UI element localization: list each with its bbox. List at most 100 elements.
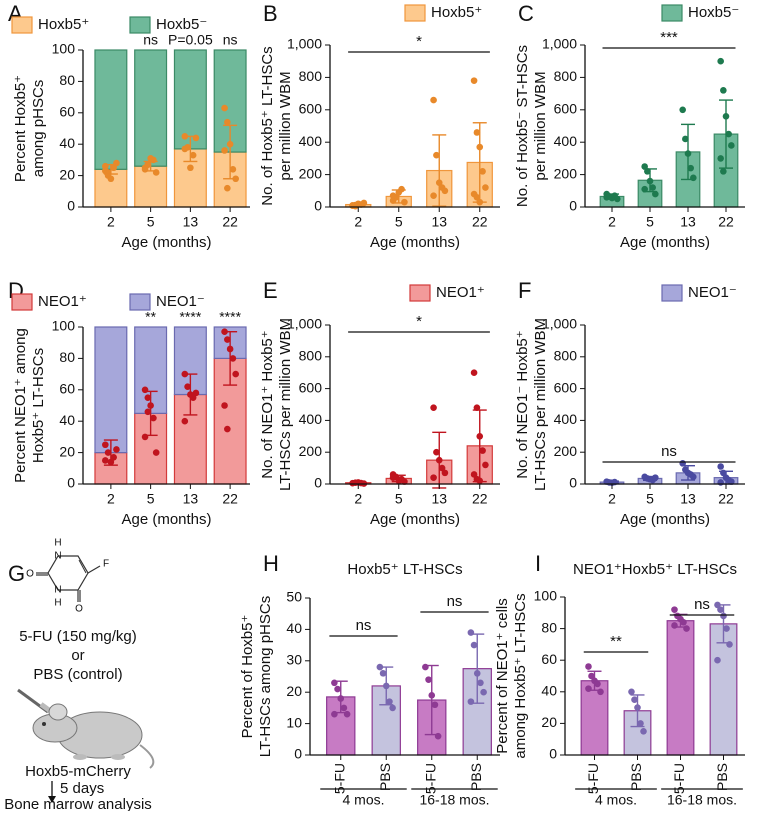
error-bar: [143, 160, 158, 172]
group-label: 4 mos.: [342, 792, 384, 808]
x-tick-label: 22: [472, 214, 488, 230]
stat-label: ****: [219, 309, 241, 325]
data-point: [184, 383, 191, 390]
data-point: [104, 449, 112, 456]
y-tick-label: 60: [541, 651, 557, 667]
x-tick-label: 13: [183, 491, 199, 507]
significance-label: ns: [356, 617, 372, 634]
x-tick-label: 5: [395, 214, 403, 230]
y-axis-label: Percent NEO1⁺ among: [12, 328, 29, 483]
data-point: [113, 159, 120, 167]
data-point: [144, 408, 152, 416]
error-bar: [643, 168, 657, 193]
x-tick-label: 13: [431, 491, 447, 507]
legend-label: Hoxb5⁻: [688, 4, 739, 21]
y-tick-label: 40: [541, 683, 557, 699]
y-tick-label: 40: [59, 412, 75, 428]
data-point: [473, 193, 481, 201]
error-bar: [470, 633, 485, 704]
y-tick-label: 0: [294, 746, 302, 762]
data-point: [430, 96, 437, 104]
error-bar: [605, 480, 619, 484]
y-tick-label: 600: [299, 101, 323, 117]
y-tick-label: 400: [299, 411, 323, 427]
data-point: [141, 433, 149, 441]
error-bar: [719, 99, 733, 169]
data-point: [224, 336, 231, 343]
error-bar: [103, 163, 118, 175]
significance-label: ns: [447, 593, 463, 610]
y-tick-label: 30: [286, 652, 302, 668]
data-point: [434, 732, 442, 740]
error-bar: [143, 390, 158, 437]
legend-swatch: [661, 4, 683, 22]
x-tick-label: 2: [107, 214, 115, 230]
x-tick-label: 5: [646, 214, 654, 230]
data-point: [229, 166, 237, 173]
error-bar: [432, 134, 447, 207]
data-point: [192, 134, 200, 142]
panel-letter: C: [518, 1, 534, 26]
data-point: [726, 641, 733, 648]
y-tick-label: 0: [569, 198, 577, 214]
significance-label: ns: [694, 596, 710, 613]
data-point: [181, 145, 189, 153]
data-point: [425, 676, 432, 683]
y-axis-label: among Hoxb5⁺ LT-HSCs: [512, 593, 529, 758]
y-axis-label: per million WBM: [277, 71, 294, 180]
stat-label: **: [145, 309, 156, 325]
readout-label: Bone marrow analysis: [4, 796, 152, 811]
data-point: [644, 168, 651, 175]
bar-segment: [94, 168, 128, 208]
data-point: [379, 670, 387, 677]
group-label: 16-18 mos.: [667, 792, 737, 808]
y-tick-label: 100: [52, 318, 76, 334]
data-point: [331, 710, 338, 718]
error-bar: [673, 613, 688, 628]
y-tick-label: 60: [59, 104, 75, 120]
data-point: [628, 688, 635, 696]
data-point: [473, 129, 481, 136]
data-point: [470, 369, 478, 377]
y-axis-label: No. of NEO1⁺ Hoxb5⁺: [259, 330, 276, 478]
x-tick-label: 22: [718, 214, 734, 230]
x-tick-label: 13: [183, 214, 199, 230]
stat-label: ns: [223, 32, 238, 48]
bar: [666, 620, 695, 756]
x-tick-label: 22: [222, 214, 238, 230]
data-point: [430, 192, 437, 199]
y-tick-label: 20: [59, 443, 75, 459]
bar-segment: [173, 49, 207, 150]
error-bar: [379, 666, 394, 706]
panel: I 0 20 40 60 80 100 Percent of NEO1⁺ cells among…: [494, 551, 745, 808]
y-axis-label: LT-HSCs per million WBM: [277, 318, 294, 491]
y-tick-label: 10: [286, 714, 302, 730]
data-point: [232, 370, 239, 378]
bar-segment: [94, 49, 128, 170]
data-point: [482, 461, 489, 469]
data-point: [441, 469, 449, 477]
data-point: [150, 414, 157, 422]
panel-letter: E: [263, 278, 278, 303]
x-tick-label: 5-FU: [671, 763, 687, 794]
error-bar: [716, 604, 731, 644]
x-tick-label: 5: [395, 491, 403, 507]
y-tick-label: 800: [554, 348, 578, 364]
x-tick-label: 5: [147, 214, 155, 230]
data-point: [597, 688, 604, 696]
atom: O: [26, 569, 34, 580]
y-tick-label: 80: [541, 619, 557, 635]
panel: H 0 10 20 30 40 50 Percent of Hoxb5⁺ LT-HSCs amo…: [239, 551, 500, 808]
y-tick-label: 1,000: [287, 316, 322, 332]
x-tick-label: 5-FU: [422, 763, 438, 794]
x-tick-label: 13: [431, 214, 447, 230]
error-bar: [333, 680, 348, 714]
bar: [580, 680, 609, 756]
x-tick-label: 13: [680, 214, 696, 230]
data-point: [690, 473, 697, 481]
data-point: [714, 656, 721, 664]
data-point: [181, 417, 189, 425]
x-tick-label: 2: [354, 214, 362, 230]
data-point: [671, 622, 678, 629]
error-bar: [424, 664, 439, 736]
